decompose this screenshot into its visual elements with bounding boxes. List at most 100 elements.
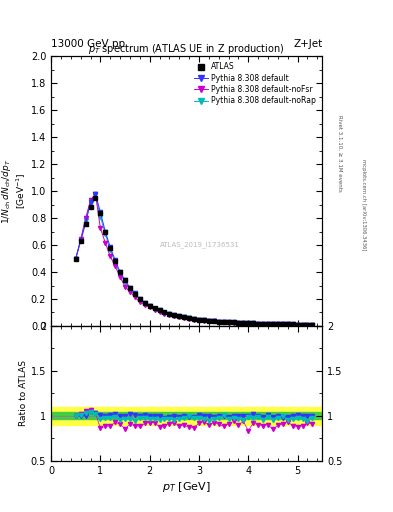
Pythia 8.308 default-noFsr xyxy=(251,321,255,327)
ATLAS xyxy=(132,290,137,296)
Pythia 8.308 default-noRap xyxy=(300,322,305,328)
ATLAS xyxy=(231,319,236,326)
Pythia 8.308 default xyxy=(217,318,221,325)
Pythia 8.308 default-noFsr xyxy=(157,309,162,315)
Pythia 8.308 default-noFsr xyxy=(132,294,137,300)
Pythia 8.308 default xyxy=(271,321,275,327)
ATLAS xyxy=(147,303,152,309)
Pythia 8.308 default-noFsr xyxy=(266,321,270,327)
Pythia 8.308 default-noFsr xyxy=(78,236,83,242)
Pythia 8.308 default xyxy=(78,238,83,244)
ATLAS xyxy=(187,315,191,321)
Pythia 8.308 default xyxy=(123,277,127,283)
Pythia 8.308 default-noRap xyxy=(118,271,123,278)
Pythia 8.308 default-noFsr xyxy=(246,321,251,327)
ATLAS xyxy=(182,314,187,321)
Pythia 8.308 default xyxy=(132,290,137,296)
Pythia 8.308 default xyxy=(305,322,310,328)
Pythia 8.308 default-noFsr xyxy=(142,302,147,308)
Pythia 8.308 default xyxy=(103,229,108,235)
ATLAS xyxy=(246,320,251,326)
Pythia 8.308 default-noRap xyxy=(246,320,251,326)
Pythia 8.308 default-noRap xyxy=(113,259,118,265)
ATLAS xyxy=(172,312,177,318)
Pythia 8.308 default xyxy=(285,322,290,328)
Pythia 8.308 default-noRap xyxy=(196,317,201,323)
Pythia 8.308 default xyxy=(93,191,98,197)
Pythia 8.308 default-noRap xyxy=(226,319,231,326)
Pythia 8.308 default-noFsr xyxy=(241,320,246,326)
Pythia 8.308 default-noFsr xyxy=(113,263,118,269)
Pythia 8.308 default xyxy=(261,321,265,327)
ATLAS xyxy=(118,269,123,275)
ATLAS xyxy=(251,321,255,327)
ATLAS xyxy=(78,238,83,244)
Pythia 8.308 default xyxy=(142,300,147,306)
Pythia 8.308 default-noRap xyxy=(187,315,191,321)
Pythia 8.308 default xyxy=(241,320,246,326)
Pythia 8.308 default-noFsr xyxy=(93,191,98,197)
ATLAS xyxy=(142,300,147,306)
Pythia 8.308 default-noFsr xyxy=(192,317,196,323)
Pythia 8.308 default-noRap xyxy=(271,321,275,327)
Pythia 8.308 default-noFsr xyxy=(83,216,88,222)
Pythia 8.308 default-noFsr xyxy=(73,255,78,262)
Pythia 8.308 default-noRap xyxy=(256,321,261,327)
ATLAS xyxy=(295,322,300,328)
Pythia 8.308 default xyxy=(128,285,132,291)
Pythia 8.308 default-noRap xyxy=(251,321,255,327)
ATLAS xyxy=(285,322,290,328)
Pythia 8.308 default-noFsr xyxy=(167,312,172,318)
ATLAS xyxy=(138,296,142,302)
Pythia 8.308 default xyxy=(236,319,241,326)
ATLAS xyxy=(152,305,157,311)
Pythia 8.308 default xyxy=(206,317,211,324)
Pythia 8.308 default-noRap xyxy=(266,321,270,327)
Pythia 8.308 default-noRap xyxy=(123,279,127,285)
Pythia 8.308 default-noRap xyxy=(217,318,221,325)
ATLAS xyxy=(167,311,172,317)
Pythia 8.308 default-noFsr xyxy=(236,320,241,326)
Pythia 8.308 default xyxy=(192,316,196,322)
Pythia 8.308 default xyxy=(300,322,305,328)
Pythia 8.308 default xyxy=(310,322,315,328)
Pythia 8.308 default-noRap xyxy=(261,321,265,327)
ATLAS xyxy=(241,320,246,326)
Text: Rivet 3.1.10, ≥ 3.1M events: Rivet 3.1.10, ≥ 3.1M events xyxy=(338,115,342,192)
Text: 13000 GeV pp: 13000 GeV pp xyxy=(51,38,125,49)
ATLAS xyxy=(128,285,132,291)
Pythia 8.308 default-noRap xyxy=(157,308,162,314)
Pythia 8.308 default xyxy=(251,321,255,327)
Line: Pythia 8.308 default-noRap: Pythia 8.308 default-noRap xyxy=(73,193,314,327)
ATLAS xyxy=(266,321,270,327)
ATLAS xyxy=(217,318,221,325)
ATLAS xyxy=(157,307,162,313)
Pythia 8.308 default-noFsr xyxy=(211,318,216,325)
Pythia 8.308 default xyxy=(98,209,103,215)
Pythia 8.308 default-noFsr xyxy=(300,322,305,328)
ATLAS xyxy=(73,255,78,262)
ATLAS xyxy=(202,317,206,323)
Pythia 8.308 default-noRap xyxy=(290,322,295,328)
Pythia 8.308 default-noRap xyxy=(305,322,310,328)
Pythia 8.308 default-noRap xyxy=(177,313,182,319)
Pythia 8.308 default-noRap xyxy=(73,255,78,262)
Pythia 8.308 default xyxy=(295,322,300,328)
Pythia 8.308 default xyxy=(172,312,177,318)
ATLAS xyxy=(221,319,226,325)
Pythia 8.308 default-noFsr xyxy=(182,315,187,321)
Pythia 8.308 default-noRap xyxy=(88,200,93,206)
Pythia 8.308 default-noFsr xyxy=(202,317,206,324)
Pythia 8.308 default xyxy=(246,320,251,326)
Pythia 8.308 default-noFsr xyxy=(206,318,211,324)
Pythia 8.308 default-noFsr xyxy=(305,322,310,328)
ATLAS xyxy=(162,309,167,315)
ATLAS xyxy=(305,322,310,328)
Pythia 8.308 default xyxy=(152,306,157,312)
Text: mcplots.cern.ch [arXiv:1306.3436]: mcplots.cern.ch [arXiv:1306.3436] xyxy=(361,159,366,250)
Pythia 8.308 default-noFsr xyxy=(221,319,226,326)
X-axis label: $p_T$ [GeV]: $p_T$ [GeV] xyxy=(162,480,211,494)
Pythia 8.308 default-noRap xyxy=(236,320,241,326)
Pythia 8.308 default xyxy=(196,316,201,323)
Pythia 8.308 default-noRap xyxy=(132,292,137,298)
